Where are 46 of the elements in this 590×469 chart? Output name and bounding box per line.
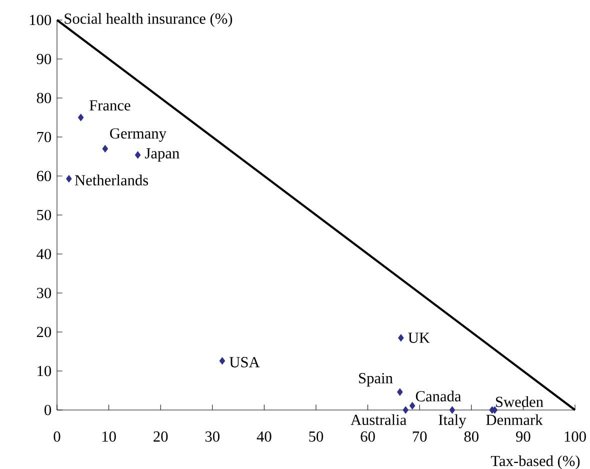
y-tick-label: 30 (37, 288, 52, 298)
point (134, 151, 141, 159)
x-tick-label: 30 (205, 431, 220, 442)
y-tick-label: 100 (30, 14, 52, 26)
y-tick-label: 70 (37, 132, 52, 142)
point (409, 402, 416, 410)
annotation: Sweden (496, 396, 544, 408)
y-tick-label: 50 (37, 210, 52, 220)
x-tick-label: 90 (516, 431, 530, 442)
point (449, 406, 456, 414)
point (402, 406, 408, 414)
point (397, 388, 403, 396)
annotation: UK (408, 332, 430, 343)
annotation: Denmark (486, 414, 543, 426)
annotation: USA (229, 357, 260, 368)
annotation: Germany (110, 128, 166, 142)
y-axis-title: Social health insurance (%) (64, 13, 232, 27)
x-tick-label: 20 (154, 431, 168, 442)
y-tick-label: 0 (44, 404, 52, 416)
y-tick-label: 40 (36, 248, 52, 260)
y-tick-label: 60 (36, 170, 52, 182)
y-tick-label: 20 (36, 326, 52, 338)
x-tick-label: 70 (412, 431, 427, 442)
annotation: Netherlands (74, 174, 148, 186)
x-tick-label: 0 (54, 431, 60, 442)
x-tick-label: 10 (102, 431, 116, 442)
x-tick-label: 100 (564, 431, 586, 442)
annotation: Italy (438, 414, 466, 428)
y-tick-label: 10 (38, 366, 52, 376)
point (102, 144, 108, 152)
point (78, 114, 84, 122)
annotation: Spain (359, 373, 393, 386)
x-tick-label: 40 (256, 431, 272, 442)
annotation: Canada (416, 390, 462, 402)
point (219, 357, 226, 365)
x-tick-label: 60 (360, 431, 375, 442)
annotation: France (90, 100, 130, 111)
annotation: Japan (145, 148, 180, 162)
x-axis-title: Tax-based (%) (490, 455, 580, 469)
x-tick-label: 50 (309, 431, 324, 442)
x-tick-label: 80 (464, 431, 478, 442)
annotation: Australia (350, 414, 406, 426)
point (398, 334, 404, 342)
y-tick-label: 90 (36, 54, 52, 64)
point (66, 174, 72, 182)
y-tick-label: 80 (36, 92, 52, 104)
